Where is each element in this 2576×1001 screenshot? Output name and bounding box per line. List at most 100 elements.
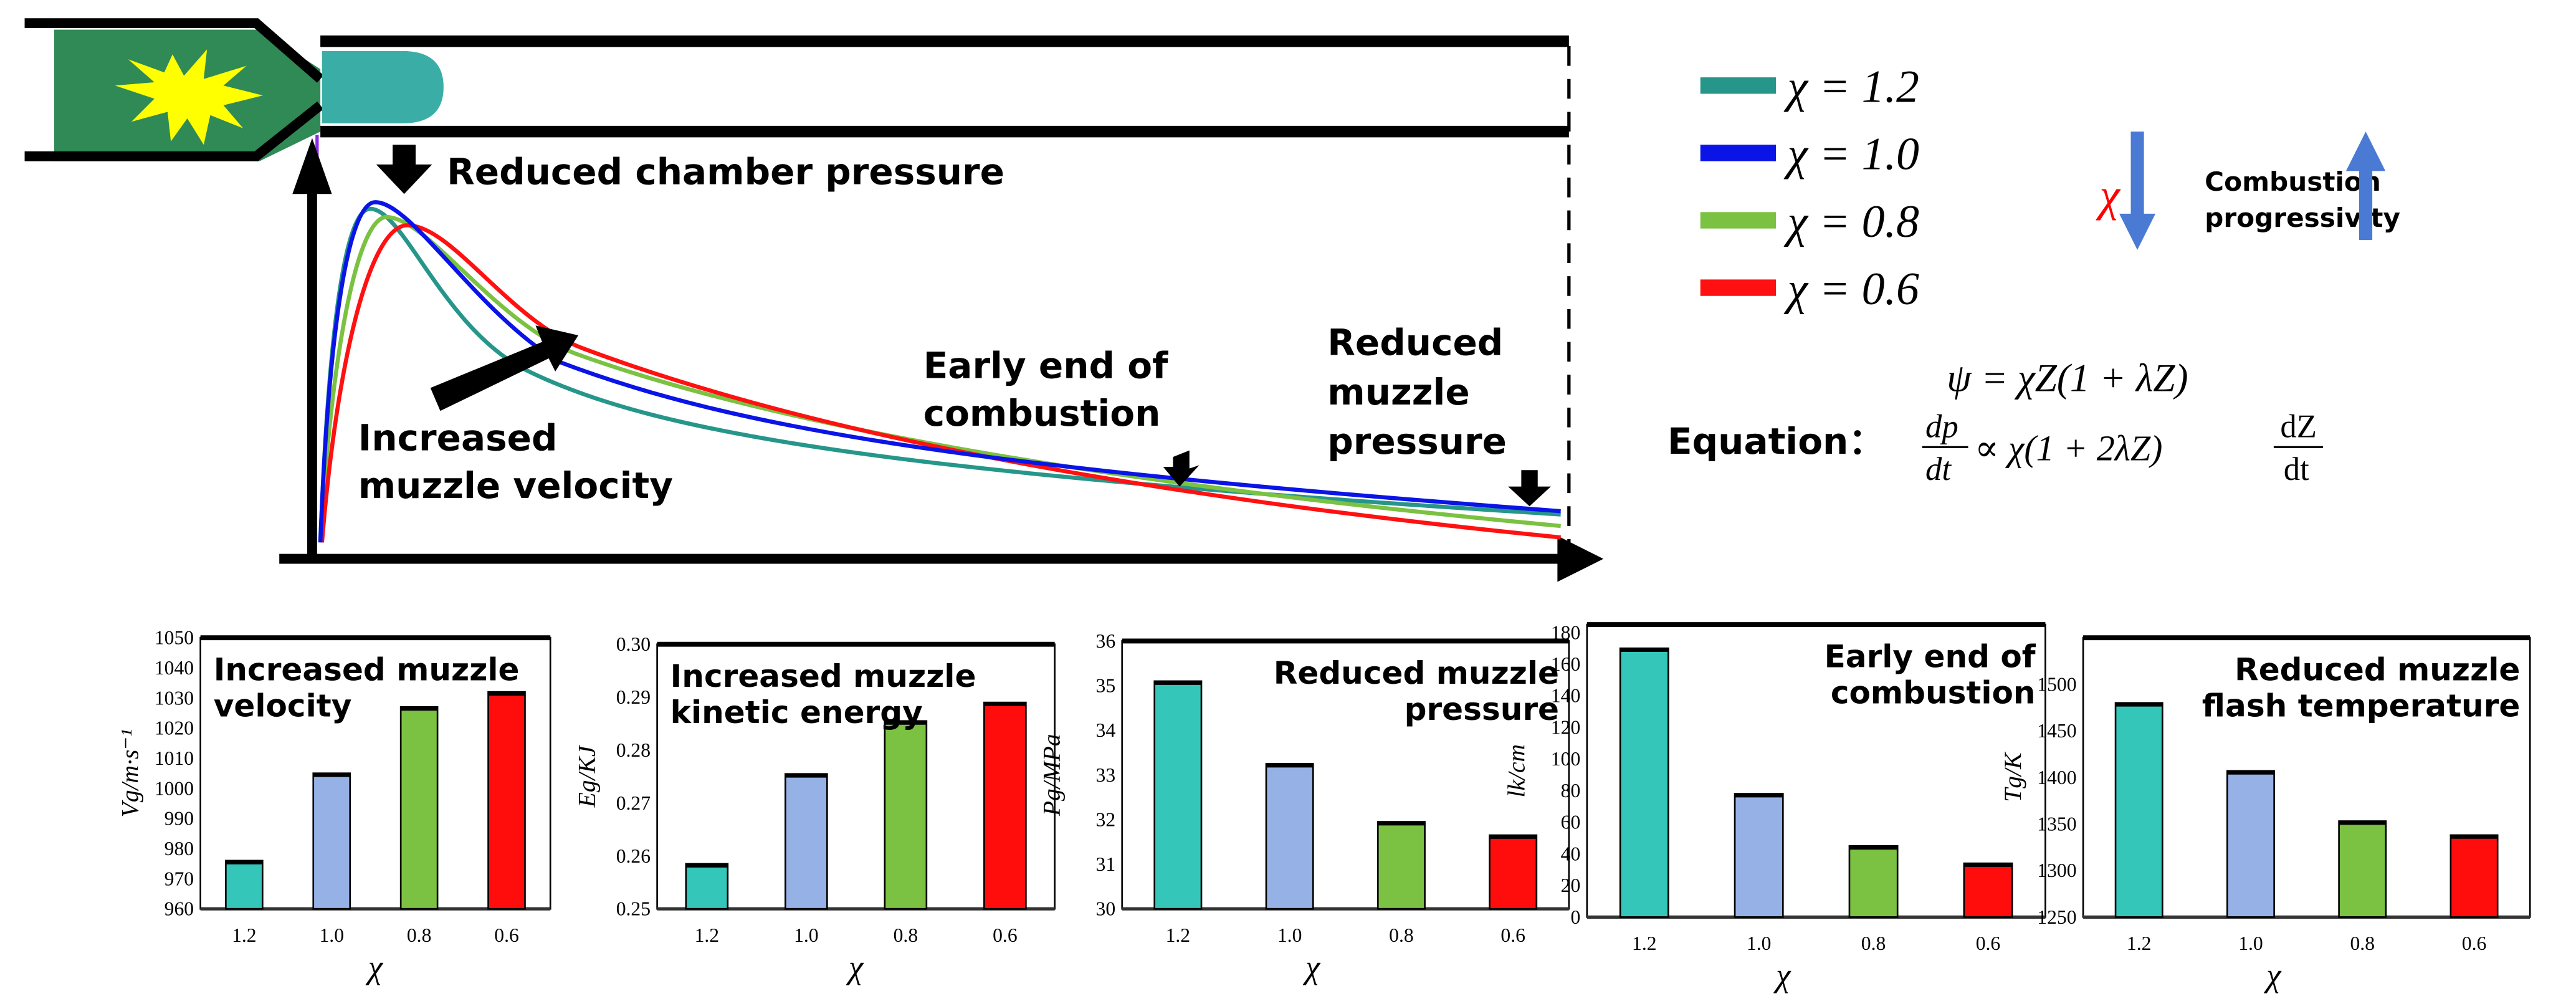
pressure-curve-plot: Reduced chamber pressure Increased muzzl… — [279, 138, 1604, 582]
bar-chart-4: 0 20 40 60 80 100 120 140 160 180 1.2 1.0 0.8 0.6 χ lk/… — [1503, 621, 2046, 994]
bar-1.2 — [225, 860, 264, 910]
bar-1.0 — [785, 773, 828, 910]
y-tick-label: 0.27 — [616, 792, 651, 814]
y-tick-label: 1030 — [155, 687, 194, 709]
chart-title-line: Increased muzzle — [670, 658, 976, 694]
legend-label: χ = 1.0 — [1783, 128, 1919, 180]
bar-1.0 — [312, 772, 351, 910]
chart-title-line: Reduced muzzle — [2235, 652, 2520, 688]
y-tick-label: 40 — [1561, 843, 1581, 865]
bar-1.2 — [1619, 647, 1669, 918]
y-tick-label: 100 — [1551, 748, 1580, 770]
legend-swatch — [1700, 212, 1777, 229]
y-tick-label: 0.28 — [616, 739, 651, 761]
x-tick-label: 1.0 — [794, 924, 819, 946]
bar-0.6 — [1489, 834, 1538, 910]
y-tick-label: 970 — [165, 868, 194, 889]
y-tick-label: 1050 — [155, 627, 194, 649]
legend-swatch — [1700, 279, 1777, 296]
arrow-down-icon — [1508, 470, 1551, 507]
y-tick-label: 180 — [1551, 621, 1580, 643]
y-tick-label: 990 — [165, 808, 194, 830]
x-tick-label: 0.6 — [494, 924, 519, 946]
gun-barrel-diagram — [24, 18, 1571, 553]
chamber-wall-bottom — [24, 101, 324, 161]
chart-title-line: combustion — [1831, 675, 2036, 711]
trend-label-line1: Combustion — [2205, 166, 2381, 197]
x-tick-label: 1.0 — [1277, 924, 1302, 946]
x-tick-label: 0.6 — [1976, 932, 2001, 954]
bar-0.8 — [2338, 820, 2387, 918]
y-tick-label: 33 — [1096, 764, 1116, 786]
x-tick-label: 0.8 — [2350, 932, 2375, 954]
x-tick-label: 0.8 — [1861, 932, 1886, 954]
y-tick-label: 960 — [165, 898, 194, 920]
equation: Equation： ψ = χZ(1 + λZ) dp dt ∝ χ(1 + 2… — [1667, 357, 2323, 487]
bar-0.6 — [2450, 834, 2499, 918]
x-tick-label: 1.2 — [1632, 932, 1657, 954]
bar-1.2 — [2114, 702, 2163, 918]
y-tick-label: 1020 — [155, 717, 194, 739]
y-axis-label: Vg/m·s⁻¹ — [116, 729, 143, 817]
projectile — [322, 50, 444, 123]
y-tick-label: 60 — [1561, 812, 1581, 833]
bar-0.8 — [884, 720, 928, 910]
y-tick-label: 1010 — [155, 747, 194, 769]
bar-1.0 — [1265, 763, 1314, 910]
bar-chart-3: 30 31 32 33 34 35 36 1.2 1.0 0.8 0.6 χ Pg/MPa Reduced… — [1038, 630, 1570, 985]
y-tick-label: 1040 — [155, 657, 194, 679]
chart-title-line: Increased muzzle — [214, 652, 520, 688]
x-tick-label: 1.0 — [319, 924, 344, 946]
legend-label: χ = 0.6 — [1783, 263, 1919, 314]
y-tick-label: 1450 — [2037, 720, 2076, 742]
legend: χ = 1.2 χ = 1.0 χ = 0.8 χ = 0.6 — [1700, 61, 1919, 314]
equation-dZ: dZ — [2280, 408, 2317, 444]
x-tick-label: 0.6 — [993, 924, 1018, 946]
arrow-down-icon — [376, 145, 432, 194]
bar-0.6 — [1963, 862, 2013, 918]
y-tick-label: 1300 — [2037, 860, 2076, 881]
x-tick-label: 0.6 — [2462, 932, 2487, 954]
equation-middle: ∝ χ(1 + 2λZ) — [1975, 428, 2162, 468]
chart-title-line: Early end of — [1825, 639, 2036, 675]
bar-chart-2: 0.25 0.26 0.27 0.28 0.29 0.30 1.2 1.0 0.8 0.6 χ Eg/… — [573, 633, 1056, 985]
y-tick-label: 34 — [1096, 719, 1116, 741]
bar-1.0 — [1734, 793, 1784, 918]
y-tick-label: 1000 — [155, 777, 194, 799]
chart-title-line: pressure — [1405, 691, 1559, 727]
y-tick-label: 20 — [1561, 874, 1581, 896]
x-tick-label: 0.8 — [1389, 924, 1414, 946]
trend-indicator: χ Combustion progressivity — [2096, 132, 2400, 250]
bar-0.8 — [1848, 845, 1899, 918]
legend-label: χ = 1.2 — [1783, 61, 1919, 112]
x-tick-label: 0.8 — [894, 924, 918, 946]
annotation-muzzle-pressure-line2: muzzle — [1327, 371, 1469, 413]
x-tick-label: 1.2 — [232, 924, 257, 946]
bar-0.6 — [983, 701, 1027, 910]
chart-title-line: flash temperature — [2202, 688, 2520, 724]
equation-dt2: dt — [2284, 451, 2309, 487]
explosion-icon — [115, 49, 263, 145]
y-tick-label: 1500 — [2037, 673, 2076, 695]
x-tick-label: 1.2 — [695, 924, 720, 946]
y-axis-label: Pg/MPa — [1038, 734, 1066, 817]
bar-0.8 — [399, 706, 439, 910]
x-tick-label: 0.6 — [1500, 924, 1525, 946]
bar-0.6 — [487, 691, 526, 910]
y-tick-label: 0.30 — [616, 633, 651, 655]
annotation-combustion-line2: combustion — [923, 392, 1161, 434]
chart-title-line: velocity — [214, 688, 352, 724]
legend-swatch — [1700, 77, 1777, 94]
x-tick-label: 1.0 — [2238, 932, 2263, 954]
chamber-wall-top — [24, 18, 324, 83]
y-tick-label: 120 — [1551, 716, 1580, 738]
arrow-down-icon — [1163, 450, 1200, 487]
chart-title-line: Reduced muzzle — [1274, 655, 1559, 691]
equation-label: Equation： — [1667, 420, 1884, 462]
y-axis-arrow-icon — [292, 138, 332, 194]
y-tick-label: 31 — [1096, 853, 1116, 875]
equation-psi: ψ = χZ(1 + λZ) — [1947, 357, 2188, 400]
equation-dp: dp — [1925, 408, 1958, 444]
x-tick-label: 1.2 — [2127, 932, 2152, 954]
